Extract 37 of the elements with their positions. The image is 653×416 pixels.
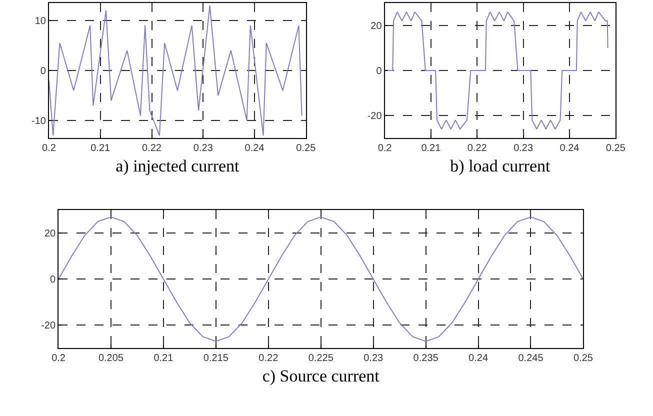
y-tick-label: -20: [367, 111, 382, 122]
y-tick-label: 0: [376, 66, 382, 78]
y-tick-label: 10: [34, 16, 46, 27]
x-axis-title: b) load current: [450, 156, 551, 176]
x-tick-label: 0.205: [98, 353, 124, 364]
x-tick-label: 0.245: [518, 353, 544, 364]
x-tick-label: 0.23: [364, 353, 384, 364]
x-tick-label: 0.225: [308, 353, 334, 364]
x-tick-label: 0.22: [142, 143, 162, 154]
x-tick-label: 0.22: [467, 143, 488, 154]
x-tick-label: 0.2: [42, 143, 56, 154]
y-tick-label: 0: [40, 66, 46, 78]
x-tick-label: 0.25: [573, 353, 594, 364]
x-tick-label: 0.21: [421, 143, 442, 154]
y-tick-label: 0: [50, 274, 56, 286]
x-tick-label: 0.22: [258, 353, 279, 364]
x-tick-label: 0.21: [154, 353, 174, 364]
x-tick-label: 0.215: [203, 353, 229, 364]
x-tick-label: 0.23: [193, 143, 214, 154]
x-tick-label: 0.23: [514, 143, 534, 154]
x-axis-title: a) injected current: [116, 156, 240, 176]
x-tick-label: 0.21: [90, 143, 111, 154]
x-tick-label: 0.25: [606, 143, 626, 154]
x-tick-label: 0.2: [378, 143, 392, 154]
x-tick-label: 0.25: [296, 143, 316, 154]
line-series: [48, 4, 302, 136]
y-tick-label: 20: [44, 228, 56, 240]
x-tick-label: 0.24: [468, 353, 488, 364]
y-tick-label: 20: [370, 20, 382, 32]
x-tick-label: 0.235: [413, 353, 439, 364]
y-tick-label: -20: [41, 320, 56, 332]
y-tick-label: -10: [32, 116, 46, 128]
x-tick-label: 0.24: [560, 143, 580, 154]
line-series: [58, 216, 584, 342]
x-tick-label: 0.24: [244, 143, 265, 154]
x-tick-label: 0.2: [52, 353, 66, 364]
x-axis-title: c) Source current: [262, 366, 380, 386]
